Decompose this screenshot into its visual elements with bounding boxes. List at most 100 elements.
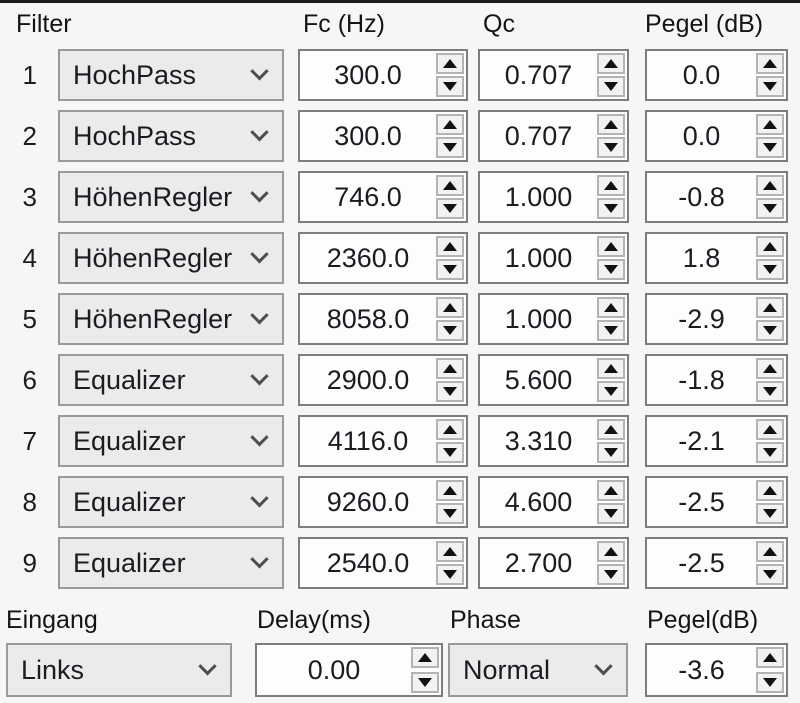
pegel-spinner[interactable]: -2.9 [645,293,788,345]
pegel-spin-down-button[interactable] [756,503,784,524]
filter-type-select[interactable]: HöhenRegler [58,171,284,223]
fc-spinner[interactable]: 300.0 [298,110,468,162]
fc-spin-up-button[interactable] [436,419,464,440]
qc-spinner[interactable]: 1.000 [478,171,629,223]
qc-spin-up-button[interactable] [597,175,625,196]
fc-spin-down-button[interactable] [436,198,464,219]
fc-spin-up-button[interactable] [436,175,464,196]
output-pegel-spinner[interactable]: -3.6 [645,643,788,697]
fc-spin-down-button[interactable] [436,381,464,402]
fc-spin-up-button[interactable] [436,236,464,257]
qc-spinner[interactable]: 1.000 [478,232,629,284]
qc-spin-down-button[interactable] [597,442,625,463]
fc-spinner[interactable]: 746.0 [298,171,468,223]
fc-spin-down-button[interactable] [436,259,464,280]
pegel-spin-down-button[interactable] [756,381,784,402]
qc-spin-down-button[interactable] [597,503,625,524]
fc-spin-up-button[interactable] [436,480,464,501]
fc-spin-down-button[interactable] [436,320,464,341]
output-pegel-spin-up-button[interactable] [756,647,784,668]
fc-spin-down-button[interactable] [436,137,464,158]
pegel-spin-down-button[interactable] [756,198,784,219]
pegel-spinner[interactable]: 0.0 [645,49,788,101]
fc-spinner[interactable]: 4116.0 [298,415,468,467]
pegel-spinner[interactable]: -2.1 [645,415,788,467]
delay-spinner[interactable]: 0.00 [255,643,443,697]
output-pegel-spin-down-button[interactable] [756,672,784,693]
pegel-spin-up-button[interactable] [756,480,784,501]
qc-spinner[interactable]: 4.600 [478,476,629,528]
eingang-select[interactable]: Links [6,643,232,697]
fc-spin-up-button[interactable] [436,358,464,379]
qc-spin-down-button[interactable] [597,76,625,97]
pegel-spinner[interactable]: 0.0 [645,110,788,162]
fc-spinner[interactable]: 8058.0 [298,293,468,345]
fc-spinner[interactable]: 300.0 [298,49,468,101]
pegel-spinner[interactable]: 1.8 [645,232,788,284]
pegel-spin-up-button[interactable] [756,541,784,562]
pegel-spin-down-button[interactable] [756,76,784,97]
filter-type-select[interactable]: HöhenRegler [58,293,284,345]
phase-select[interactable]: Normal [448,643,628,697]
qc-spin-up-button[interactable] [597,419,625,440]
fc-spin-down-button[interactable] [436,442,464,463]
fc-spinner[interactable]: 9260.0 [298,476,468,528]
qc-spin-up-button[interactable] [597,114,625,135]
fc-spinner[interactable]: 2540.0 [298,537,468,589]
pegel-spin-up-button[interactable] [756,114,784,135]
fc-spin-down-button[interactable] [436,503,464,524]
pegel-spin-up-button[interactable] [756,297,784,318]
delay-spin-down-button[interactable] [411,672,439,693]
fc-spin-up-button[interactable] [436,53,464,74]
pegel-spinner[interactable]: -1.8 [645,354,788,406]
pegel-spin-up-button[interactable] [756,175,784,196]
fc-spin-up-button[interactable] [436,541,464,562]
delay-spin-up-button[interactable] [411,647,439,668]
pegel-spin-up-button[interactable] [756,358,784,379]
fc-spin-down-button[interactable] [436,76,464,97]
fc-value: 8058.0 [326,303,410,334]
qc-spin-up-button[interactable] [597,541,625,562]
pegel-spin-down-button[interactable] [756,442,784,463]
qc-spinner[interactable]: 1.000 [478,293,629,345]
qc-spin-up-button[interactable] [597,480,625,501]
fc-spin-up-button[interactable] [436,114,464,135]
pegel-spin-down-button[interactable] [756,564,784,585]
eingang-value: Links [21,654,85,685]
pegel-spinner[interactable]: -0.8 [645,171,788,223]
pegel-spin-down-button[interactable] [756,259,784,280]
fc-spin-down-button[interactable] [436,564,464,585]
filter-type-select[interactable]: Equalizer [58,415,284,467]
filter-type-select[interactable]: HochPass [58,49,284,101]
qc-spinner[interactable]: 0.707 [478,110,629,162]
pegel-spin-up-button[interactable] [756,236,784,257]
qc-spin-down-button[interactable] [597,320,625,341]
qc-spinner[interactable]: 3.310 [478,415,629,467]
filter-type-select[interactable]: Equalizer [58,537,284,589]
qc-spin-up-button[interactable] [597,297,625,318]
filter-type-select[interactable]: Equalizer [58,354,284,406]
filter-type-select[interactable]: HöhenRegler [58,232,284,284]
pegel-spinner[interactable]: -2.5 [645,537,788,589]
qc-spin-down-button[interactable] [597,259,625,280]
pegel-spin-down-button[interactable] [756,137,784,158]
qc-spin-down-button[interactable] [597,381,625,402]
filter-type-select[interactable]: HochPass [58,110,284,162]
pegel-spinner[interactable]: -2.5 [645,476,788,528]
fc-spinner[interactable]: 2900.0 [298,354,468,406]
fc-spinner[interactable]: 2360.0 [298,232,468,284]
qc-spinner[interactable]: 2.700 [478,537,629,589]
qc-spin-up-button[interactable] [597,236,625,257]
fc-spin-up-button[interactable] [436,297,464,318]
qc-spin-down-button[interactable] [597,137,625,158]
qc-spin-up-button[interactable] [597,358,625,379]
qc-spinner[interactable]: 0.707 [478,49,629,101]
pegel-spin-down-button[interactable] [756,320,784,341]
qc-spin-down-button[interactable] [597,198,625,219]
qc-spin-up-button[interactable] [597,53,625,74]
qc-spin-down-button[interactable] [597,564,625,585]
qc-spinner[interactable]: 5.600 [478,354,629,406]
filter-type-select[interactable]: Equalizer [58,476,284,528]
pegel-spin-up-button[interactable] [756,53,784,74]
pegel-spin-up-button[interactable] [756,419,784,440]
